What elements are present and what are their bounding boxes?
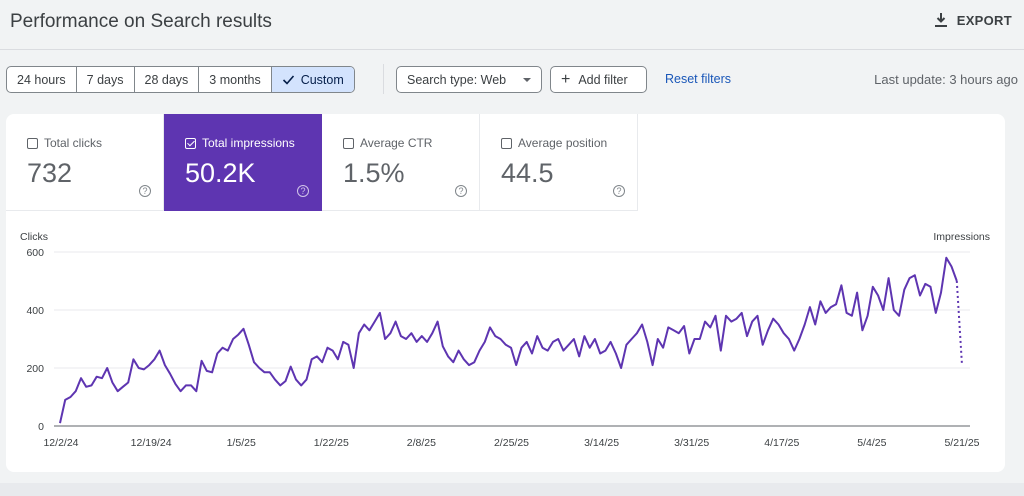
gridlines <box>54 251 970 427</box>
metric-label-text: Average CTR <box>360 136 433 150</box>
plus-icon: + <box>561 70 571 88</box>
metric-total-impressions[interactable]: Total impressions 50.2K ? <box>164 114 322 211</box>
add-filter-label: Add filter <box>578 72 628 87</box>
help-icon[interactable]: ? <box>455 185 467 197</box>
metric-label: Average CTR <box>343 136 432 150</box>
metric-average-ctr[interactable]: Average CTR 1.5% ? <box>322 114 480 211</box>
right-axis-title: Impressions <box>933 231 990 243</box>
x-tick-label: 1/22/25 <box>314 437 349 449</box>
x-tick-label: 4/17/25 <box>764 437 799 449</box>
last-update-text: Last update: 3 hours ago <box>874 72 1018 87</box>
x-tick-label: 12/19/24 <box>131 437 172 449</box>
help-icon[interactable]: ? <box>297 185 309 197</box>
metric-value: 50.2K <box>185 158 256 188</box>
x-tick-label: 3/31/25 <box>674 437 709 449</box>
metric-label: Total impressions <box>185 136 295 150</box>
metric-label-text: Total clicks <box>44 136 103 150</box>
range-24-hours[interactable]: 24 hours <box>7 67 77 92</box>
search-type-dropdown[interactable]: Search type: Web <box>396 66 542 93</box>
metric-label-text: Average position <box>518 136 608 150</box>
range-custom[interactable]: Custom <box>271 67 354 92</box>
y-tick-label: 600 <box>26 247 44 259</box>
metric-value: 732 <box>27 158 73 188</box>
x-tick-label: 2/8/25 <box>407 437 436 449</box>
y-axis-ticks: 0 200 400 600 <box>26 247 44 433</box>
range-28-days[interactable]: 28 days <box>135 67 200 92</box>
metric-average-position[interactable]: Average position 44.5 ? <box>480 114 638 211</box>
performance-card: Total clicks 732 ? Total impressions 50.… <box>6 114 1005 472</box>
range-label: 24 hours <box>17 72 66 87</box>
x-tick-label: 5/4/25 <box>857 437 886 449</box>
caret-down-icon <box>523 77 531 82</box>
divider <box>383 64 384 94</box>
metric-value: 1.5% <box>343 158 405 188</box>
metric-tabs: Total clicks 732 ? Total impressions 50.… <box>6 114 638 211</box>
metric-label: Average position <box>501 136 607 150</box>
export-label: EXPORT <box>956 12 1012 28</box>
impressions-line <box>59 256 958 424</box>
filter-bar: 24 hours 7 days 28 days 3 months Custom … <box>0 64 1024 96</box>
help-icon[interactable]: ? <box>139 185 151 197</box>
x-tick-label: 5/21/25 <box>944 437 979 449</box>
range-7-days[interactable]: 7 days <box>77 67 135 92</box>
range-label: 7 days <box>86 72 124 87</box>
metric-value: 44.5 <box>501 158 554 188</box>
reset-filters-link[interactable]: Reset filters <box>665 72 731 86</box>
search-type-label: Search type: Web <box>407 72 507 87</box>
metric-total-clicks[interactable]: Total clicks 732 ? <box>6 114 164 211</box>
y-tick-label: 200 <box>26 363 44 375</box>
x-axis-ticks: 12/2/24 12/19/24 1/5/25 1/22/25 2/8/25 2/25/2… <box>43 437 979 449</box>
date-range-selector: 24 hours 7 days 28 days 3 months Custom <box>6 66 355 93</box>
x-tick-label: 1/5/25 <box>227 437 256 449</box>
range-label: 28 days <box>144 72 189 87</box>
y-tick-label: 0 <box>38 421 44 433</box>
left-axis-title: Clicks <box>20 231 48 243</box>
y-tick-label: 400 <box>26 305 44 317</box>
series-lines <box>59 256 963 424</box>
checkbox-checked-icon[interactable] <box>185 137 196 149</box>
add-filter-button[interactable]: + Add filter <box>550 66 647 93</box>
range-3-months[interactable]: 3 months <box>199 67 272 92</box>
x-tick-label: 3/14/25 <box>584 437 619 449</box>
impressions-projected-line <box>955 280 963 366</box>
help-icon[interactable]: ? <box>613 185 625 197</box>
page-bottom <box>0 483 1024 496</box>
x-tick-label: 2/25/25 <box>494 437 529 449</box>
page-header: Performance on Search results EXPORT <box>0 0 1024 50</box>
range-label: Custom <box>300 72 344 87</box>
page-title: Performance on Search results <box>10 11 272 32</box>
export-button[interactable]: EXPORT <box>933 12 1012 28</box>
range-label: 3 months <box>209 72 261 87</box>
metric-label-text: Total impressions <box>202 136 295 150</box>
metric-label: Total clicks <box>27 136 102 150</box>
x-tick-label: 12/2/24 <box>43 437 78 449</box>
checkbox-icon[interactable] <box>501 137 512 149</box>
checkbox-icon[interactable] <box>343 137 354 149</box>
check-icon <box>282 75 294 85</box>
download-icon <box>934 13 947 27</box>
checkbox-icon[interactable] <box>27 137 38 149</box>
